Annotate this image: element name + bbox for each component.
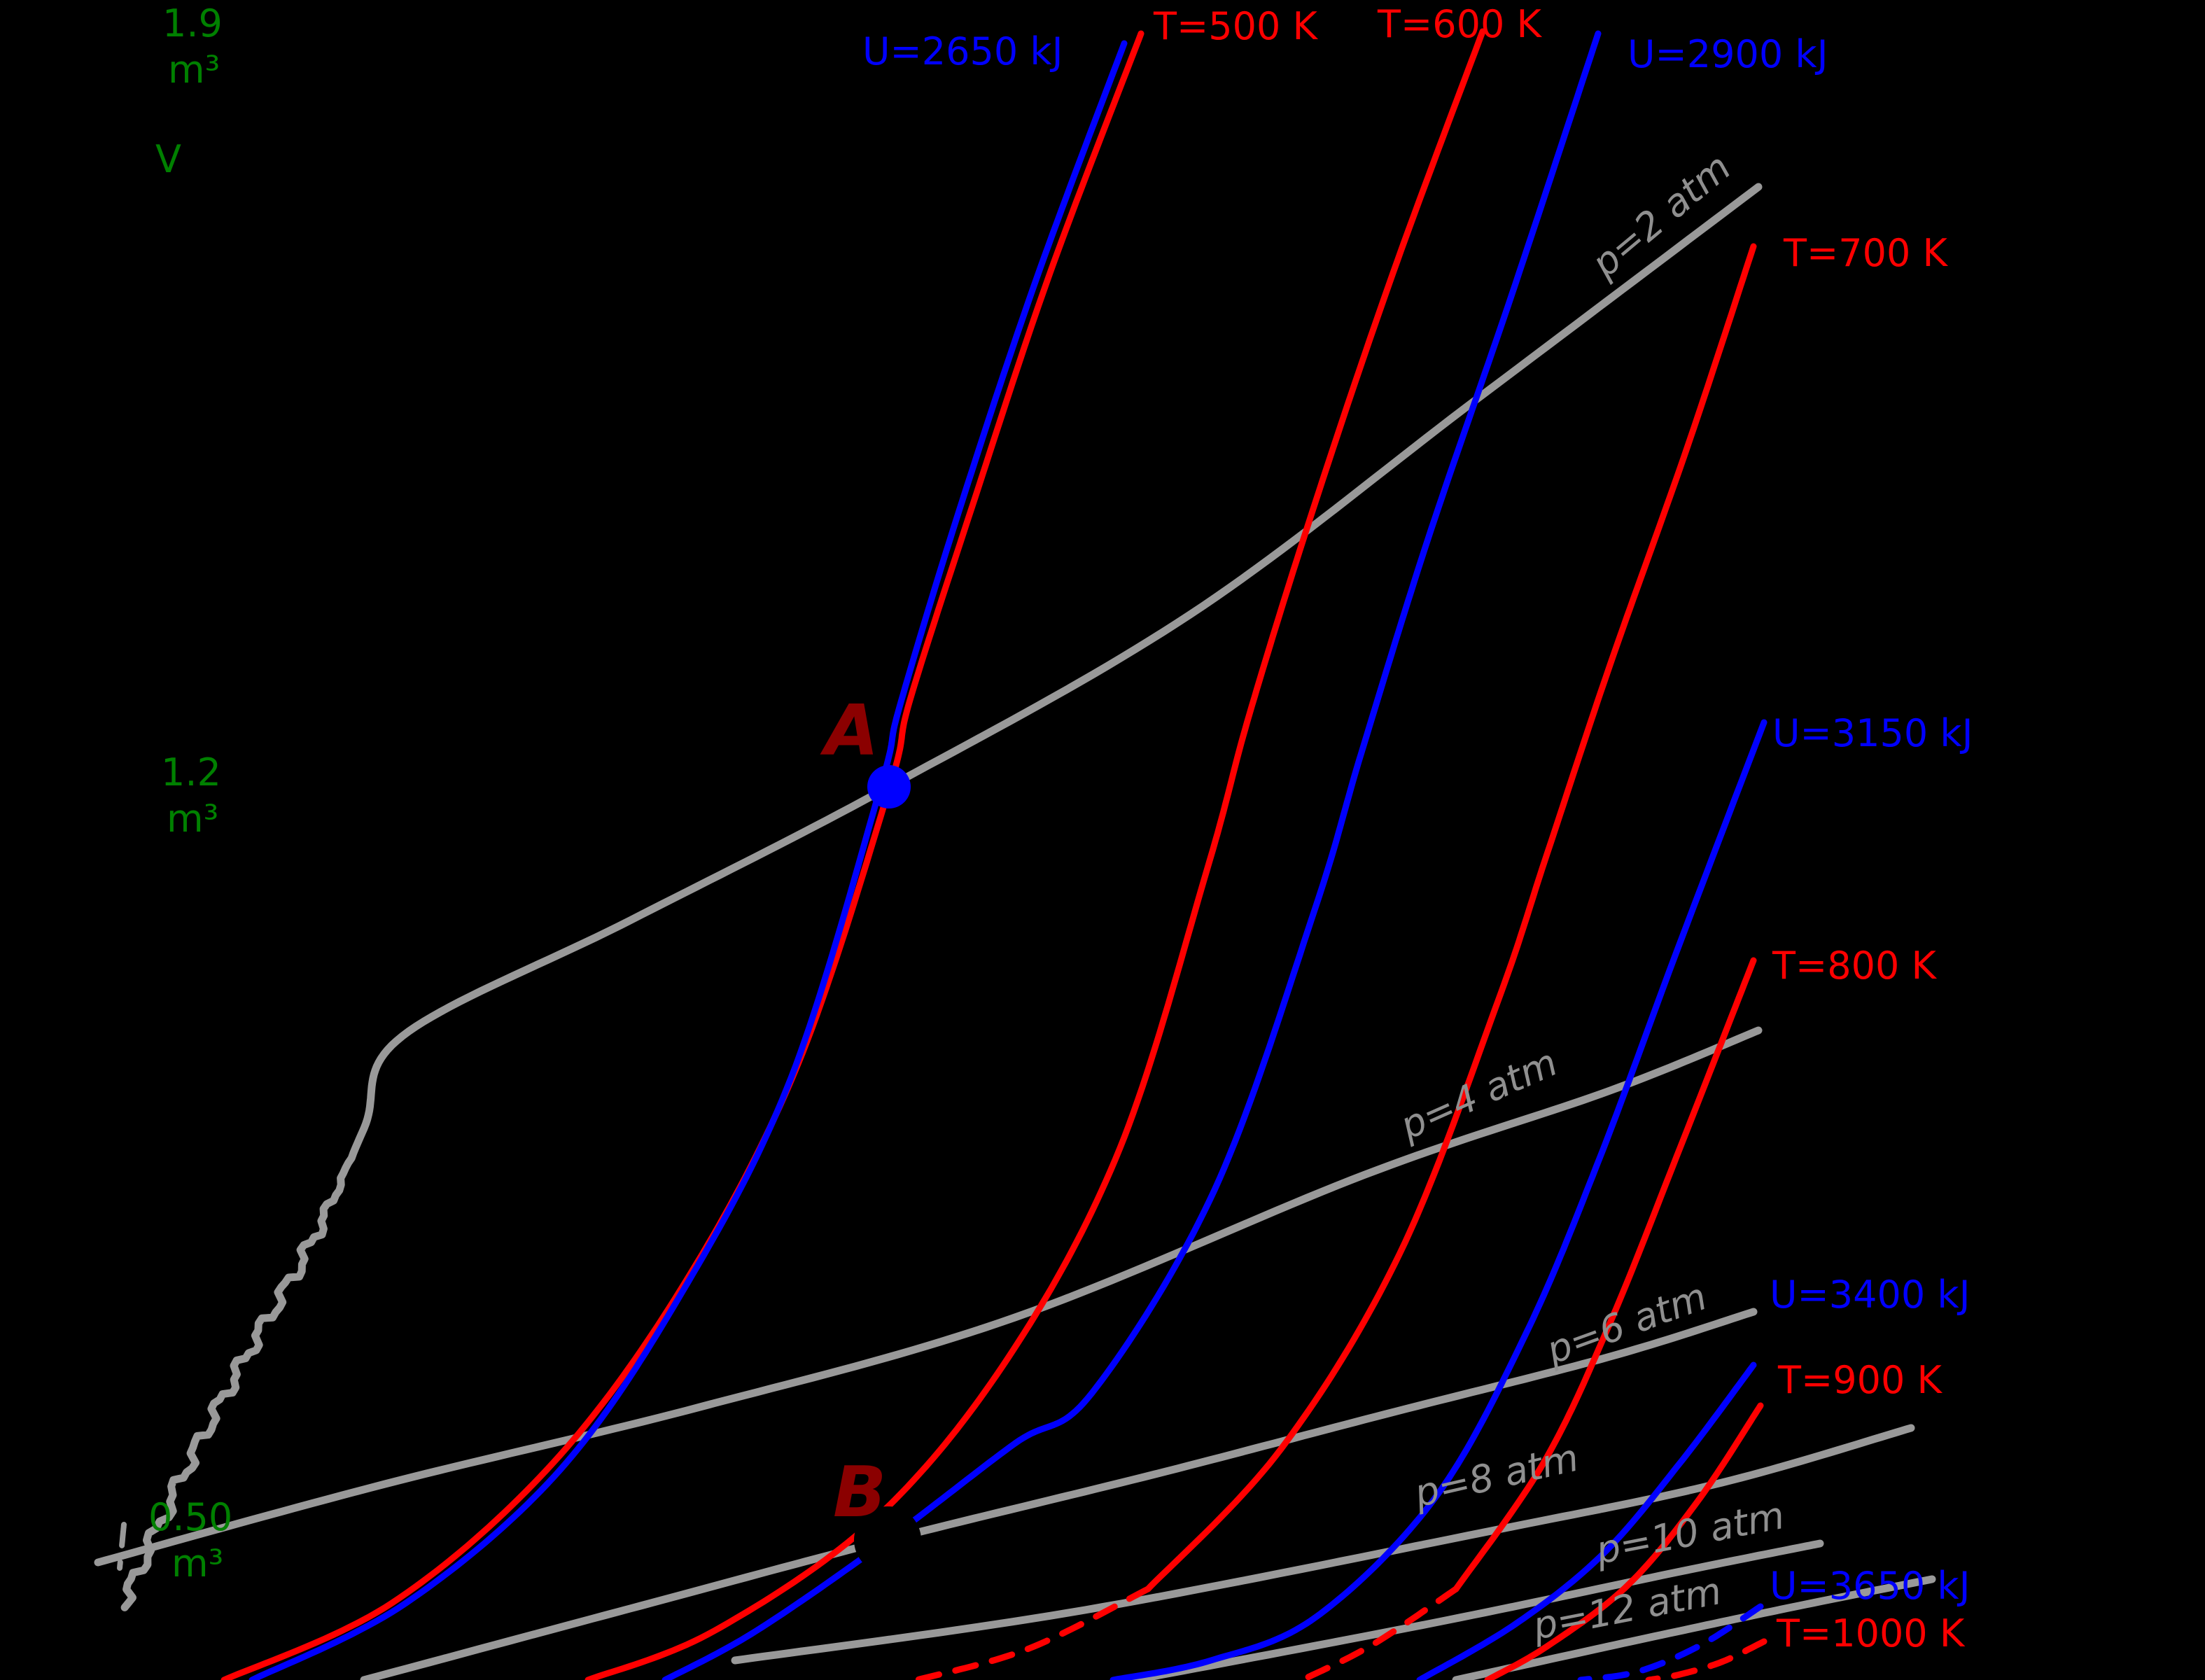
energy-2650kJ-curve: [248, 40, 1128, 1680]
axis-unit-0.50: m³: [172, 1541, 223, 1586]
isobar-6atm-curve: [360, 1308, 1758, 1680]
label-point-B: B: [833, 1451, 886, 1533]
label-U2900: U=2900 kJ: [1628, 32, 1828, 76]
isotherm-900K-curve: [1484, 1402, 1764, 1680]
isotherm-700K-curve: [1144, 243, 1757, 1592]
label-T600: T=600 K: [1377, 2, 1542, 46]
axis-value-0.50: 0.50: [148, 1495, 232, 1539]
label-T1000: T=1000 K: [1776, 1611, 1966, 1656]
isobar-10atm-curve: [1130, 1539, 1824, 1680]
isobar-4atm-curve: [94, 1026, 1763, 1567]
label-point-A: A: [820, 690, 878, 771]
isotherm-800K-curve: [1452, 957, 1757, 1592]
axis-quantity-V: V: [155, 137, 181, 181]
isotherm-curves-group: [220, 28, 1768, 1680]
axis-unit-1.2: m³: [167, 797, 218, 841]
axis-value-1.9: 1.9: [162, 1, 223, 46]
isotherm-700K-tail-curve: [913, 1586, 1152, 1680]
label-U3150: U=3150 kJ: [1772, 711, 1973, 755]
tick-0.50-curve: [117, 1522, 127, 1571]
label-U3650: U=3650 kJ: [1770, 1564, 1970, 1608]
energy-curves-group: [248, 30, 1768, 1680]
isobar-curves-group: [94, 183, 1936, 1680]
label-p8: p=8 atm: [1410, 1436, 1583, 1516]
isotherm-600K-curve: [584, 28, 1486, 1680]
energy-3650kJ-curve: [1577, 1603, 1764, 1680]
isobar-2atm-curve: [120, 183, 1763, 1611]
label-U2650: U=2650 kJ: [862, 29, 1063, 74]
label-T500: T=500 K: [1153, 4, 1318, 48]
state-point-A: [867, 765, 911, 808]
isotherm-1000K-curve: [1645, 1638, 1768, 1680]
label-T800: T=800 K: [1772, 944, 1937, 988]
label-U3400: U=3400 kJ: [1770, 1273, 1970, 1317]
axis-value-1.2: 1.2: [161, 750, 221, 794]
isotherm-500K-curve: [220, 30, 1144, 1680]
label-T900: T=900 K: [1777, 1358, 1942, 1402]
state-points-group: [854, 765, 921, 1574]
isotherm-800K-tail-curve: [1298, 1586, 1460, 1680]
energy-3150kJ-curve: [1110, 719, 1768, 1680]
isobar-12atm-curve: [1452, 1575, 1936, 1680]
energy-2900kJ-curve: [662, 30, 1602, 1680]
energy-3400kJ-curve: [1416, 1362, 1757, 1680]
state-point-B: [854, 1506, 921, 1574]
label-T700: T=700 K: [1783, 231, 1948, 275]
axis-unit-1.9: m³: [168, 48, 220, 92]
